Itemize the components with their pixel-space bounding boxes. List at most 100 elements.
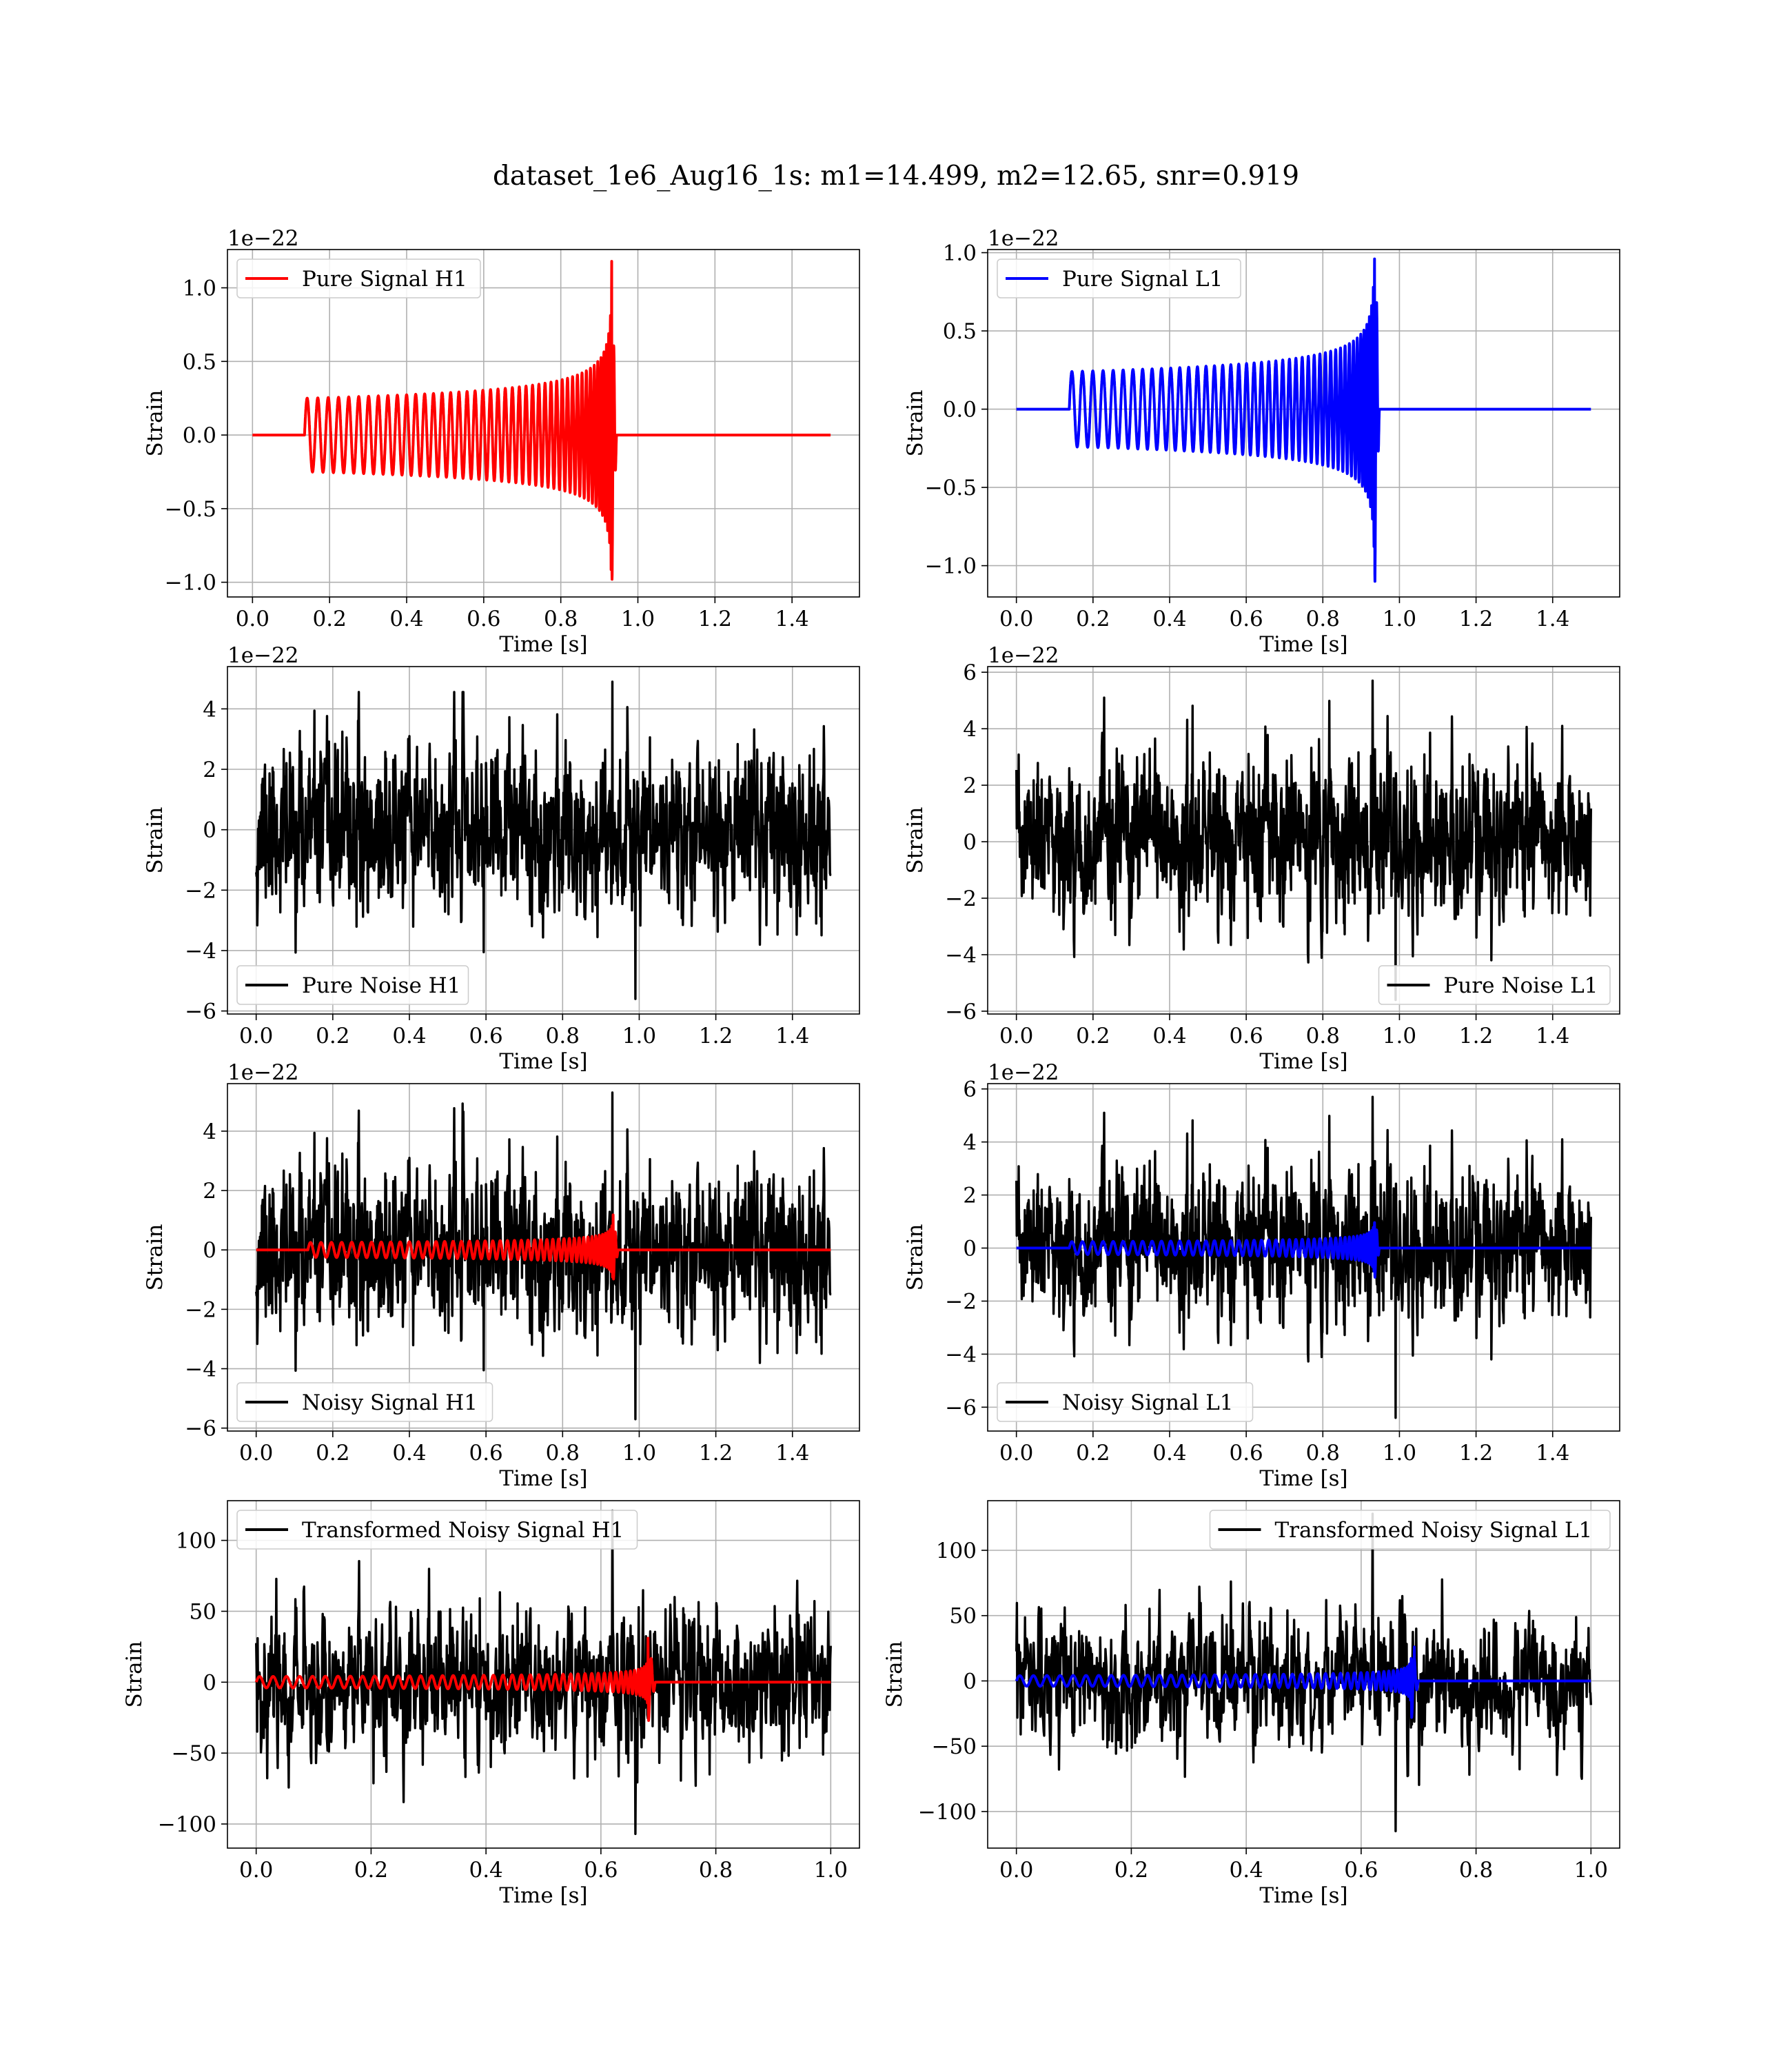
x-axis-label: Time [s] <box>499 1883 587 1908</box>
y-tick-label: 0.0 <box>943 398 977 423</box>
y-offset-label: 1e−22 <box>988 226 1059 251</box>
x-tick-label: 0.0 <box>999 607 1033 631</box>
y-tick-label: −4 <box>945 1342 977 1367</box>
x-tick-label: 0.0 <box>999 1024 1033 1048</box>
x-axis-label: Time [s] <box>499 1049 587 1074</box>
x-tick-label: 1.4 <box>775 607 808 631</box>
x-axis-label: Time [s] <box>1259 1049 1347 1074</box>
x-tick-label: 0.6 <box>584 1858 618 1883</box>
y-tick-label: −0.5 <box>925 476 977 500</box>
x-tick-label: 0.4 <box>1152 1024 1186 1048</box>
x-tick-label: 1.4 <box>1536 1024 1569 1048</box>
y-tick-label: −1.0 <box>925 554 977 579</box>
subplot-pure-noise-l1: 0.0 0.2 0.4 0.6 0.8 1.0 1.2 1.4 −6 −4 −2 0 2 4 6 Time [… <box>903 643 1620 1074</box>
legend-label: Transformed Noisy Signal H1 <box>302 1518 624 1543</box>
y-tick-label: −6 <box>185 1417 216 1441</box>
y-axis-label: Strain <box>903 390 928 457</box>
legend-box <box>1378 965 1611 1005</box>
x-tick-label: 1.2 <box>699 1024 733 1048</box>
x-tick-label: 0.4 <box>469 1858 502 1883</box>
x-tick-label: 0.0 <box>239 1441 273 1466</box>
plot-frame <box>987 666 1620 1015</box>
series-line-signal <box>251 260 832 581</box>
legend-label: Pure Signal L1 <box>1062 267 1223 292</box>
legend-box <box>1209 1510 1611 1550</box>
x-tick-label: 0.6 <box>467 607 500 631</box>
y-tick-label: 6 <box>963 1077 977 1102</box>
y-tick-label: −6 <box>945 1395 977 1420</box>
x-tick-label: 0.6 <box>1229 1441 1263 1466</box>
x-tick-label: 1.4 <box>775 1024 809 1048</box>
x-tick-label: 1.0 <box>1383 1024 1416 1048</box>
x-tick-label: 0.0 <box>239 1858 273 1883</box>
series-group <box>254 1509 833 1836</box>
series-line-noise <box>255 1509 832 1836</box>
subplot-noisy-signal-l1: 0.0 0.2 0.4 0.6 0.8 1.0 1.2 1.4 −6 −4 −2 0 2 4 6 Time [… <box>903 1060 1620 1491</box>
x-tick-label: 0.6 <box>1229 607 1263 631</box>
series-group <box>1015 1512 1593 1833</box>
plot-frame <box>227 249 860 598</box>
x-tick-label: 0.0 <box>999 1441 1033 1466</box>
series-group <box>1015 1095 1593 1419</box>
x-tick-label: 0.0 <box>999 1858 1033 1883</box>
y-tick-label: −4 <box>945 943 977 968</box>
y-tick-label: 50 <box>950 1604 977 1629</box>
y-tick-label: −100 <box>918 1800 977 1825</box>
x-tick-label: 1.2 <box>699 1441 733 1466</box>
y-tick-label: 100 <box>936 1539 977 1563</box>
y-tick-label: 4 <box>203 1119 216 1144</box>
x-tick-label: 0.4 <box>1229 1858 1263 1883</box>
y-tick-label: −6 <box>185 1000 216 1024</box>
x-tick-label: 0.6 <box>1229 1024 1263 1048</box>
subplot-noisy-signal-h1: 0.0 0.2 0.4 0.6 0.8 1.0 1.2 1.4 −6 −4 −2 0 2 4 Time [s… <box>143 1060 860 1491</box>
x-tick-label: 1.2 <box>1459 1024 1493 1048</box>
x-tick-label: 1.0 <box>1383 1441 1416 1466</box>
legend-box <box>236 1382 493 1422</box>
legend: Pure Signal L1 <box>997 258 1241 298</box>
legend-label: Pure Noise H1 <box>302 973 460 998</box>
x-tick-label: 0.2 <box>316 1024 349 1048</box>
y-tick-label: −6 <box>945 1000 977 1024</box>
x-tick-label: 1.2 <box>698 607 732 631</box>
legend: Pure Noise H1 <box>236 965 469 1005</box>
y-tick-label: −50 <box>932 1734 977 1759</box>
x-tick-label: 1.4 <box>775 1441 809 1466</box>
y-tick-label: −1.0 <box>165 571 216 596</box>
y-offset-label: 1e−22 <box>988 1060 1059 1085</box>
plot-frame <box>227 1083 860 1432</box>
x-axis-label: Time [s] <box>499 632 587 657</box>
legend-box <box>236 965 469 1005</box>
y-tick-label: −4 <box>185 939 216 964</box>
subplot-pure-signal-l1: 0.0 0.2 0.4 0.6 0.8 1.0 1.2 1.4 −1.0 −0.5 0.0 0.5 1.… <box>903 226 1620 657</box>
x-tick-label: 1.2 <box>1459 1441 1493 1466</box>
x-tick-label: 0.6 <box>469 1441 502 1466</box>
y-tick-label: 1.0 <box>943 241 977 266</box>
x-tick-label: 0.2 <box>1076 1024 1110 1048</box>
y-tick-label: 0.5 <box>943 319 977 344</box>
x-tick-label: 0.4 <box>392 1024 426 1048</box>
x-tick-label: 0.8 <box>699 1858 733 1883</box>
x-tick-label: 0.8 <box>544 607 578 631</box>
x-tick-label: 0.2 <box>1076 1441 1110 1466</box>
series-group <box>254 1091 833 1421</box>
series-line-signal <box>254 1213 833 1281</box>
y-tick-label: 0 <box>963 1669 977 1694</box>
legend-box <box>236 1510 638 1550</box>
y-tick-label: 0 <box>963 830 977 855</box>
y-axis-label: Strain <box>143 1224 167 1291</box>
series-line-signal <box>1015 257 1593 583</box>
series-line-noise <box>255 1091 832 1421</box>
x-tick-label: 1.4 <box>1536 607 1569 631</box>
x-tick-label: 0.8 <box>1306 1441 1340 1466</box>
legend: Noisy Signal H1 <box>236 1382 493 1422</box>
figure-title: dataset_1e6_Aug16_1s: m1=14.499, m2=12.6… <box>493 161 1299 192</box>
legend-label: Noisy Signal H1 <box>302 1390 478 1415</box>
y-tick-label: −2 <box>945 1289 977 1314</box>
x-tick-label: 0.2 <box>1076 607 1110 631</box>
legend-box <box>997 258 1241 298</box>
y-tick-label: −2 <box>945 886 977 911</box>
y-tick-label: 2 <box>203 1179 216 1204</box>
y-tick-label: 0 <box>203 1670 216 1695</box>
legend-label: Pure Noise L1 <box>1444 973 1598 998</box>
y-offset-label: 1e−22 <box>227 643 299 668</box>
